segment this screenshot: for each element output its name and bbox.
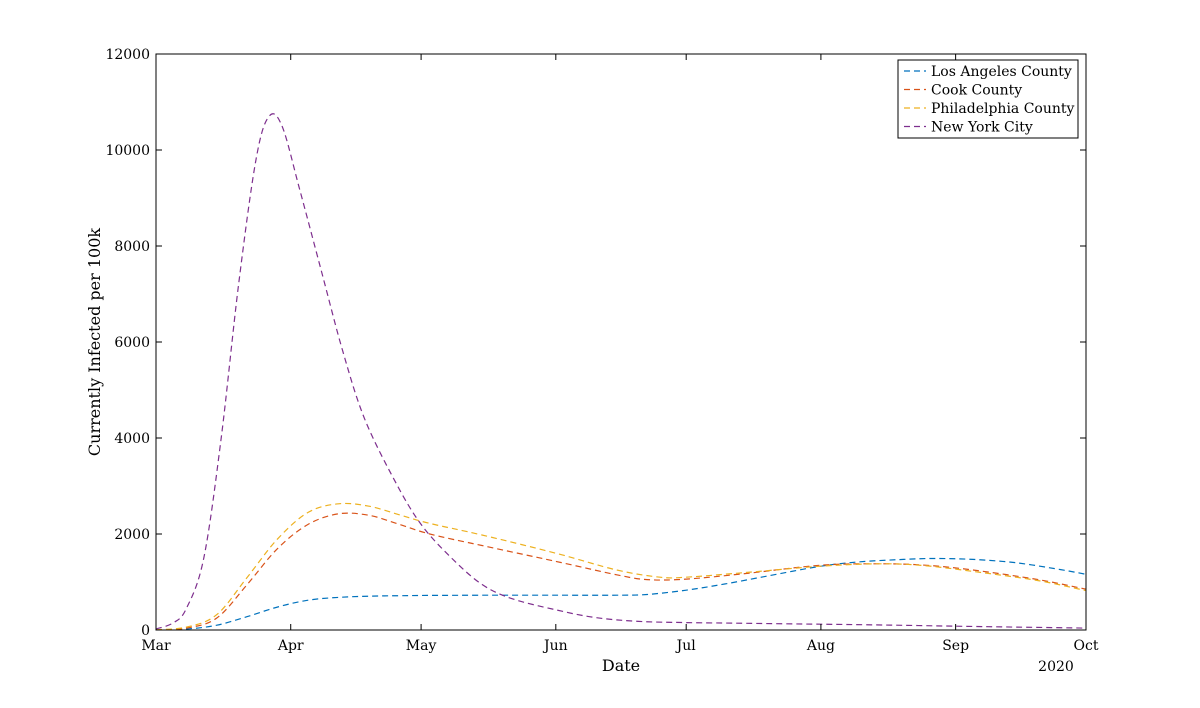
x-axis-title: Date [602,656,640,675]
x-tick-label: Mar [141,638,171,654]
y-axis-title: Currently Infected per 100k [85,228,104,456]
x-tick-label: Aug [806,638,835,654]
x-tick-label: Jun [542,638,568,654]
y-tick-label: 6000 [114,335,150,351]
legend-items: Los Angeles County Cook County Philadelphi… [904,64,1075,136]
y-axis: 0 2000 4000 6000 8000 10000 12000 [105,47,1086,639]
legend-label: Cook County [931,83,1022,99]
plot-area [156,54,1086,630]
y-tick-label: 0 [141,623,150,639]
legend-box [897,59,1079,139]
x-tick-label: May [406,638,437,654]
series-line-new-york-city [155,113,1087,630]
series-line-los-angeles-county [155,557,1087,631]
series-layer [155,113,1087,631]
legend: Los Angeles County Cook County Philadelphi… [897,59,1079,139]
legend-label: New York City [931,120,1033,136]
y-tick-label: 12000 [105,47,150,63]
x-tick-label: Sep [942,638,969,654]
legend-label: Los Angeles County [931,64,1072,80]
y-tick-label: 8000 [114,239,150,255]
series-line-philadelphia-county [155,502,1087,631]
x-axis: Mar Apr May Jun Jul Aug Sep Oct [141,54,1099,654]
x-tick-label: Jul [675,638,697,654]
y-tick-label: 10000 [105,143,150,159]
year-label: 2020 [1038,659,1074,675]
legend-label: Philadelphia County [931,101,1075,117]
y-tick-label: 2000 [114,527,150,543]
x-tick-label: Apr [277,638,304,654]
y-tick-label: 4000 [114,431,150,447]
x-tick-label: Oct [1074,638,1099,654]
